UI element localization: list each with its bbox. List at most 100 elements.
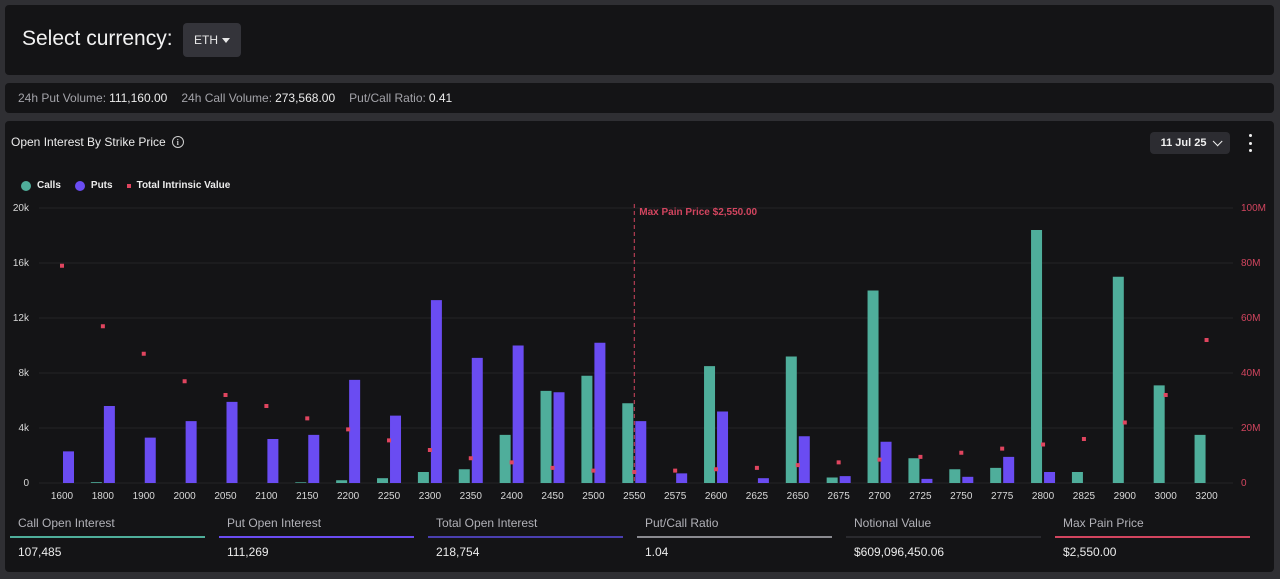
call-bar (1194, 434, 1206, 483)
call-bar (1153, 385, 1165, 483)
call-bar (1071, 472, 1083, 483)
currency-dropdown[interactable]: ETH (183, 23, 241, 57)
call-bar (990, 467, 1002, 483)
put-bar (430, 300, 442, 483)
summary-call-open-interest: Call Open Interest 107,485 (10, 516, 205, 559)
summary-notional-value: Notional Value $609,096,450.06 (846, 516, 1041, 559)
put-bar (63, 451, 74, 483)
put-bar (267, 439, 279, 483)
legend-intrinsic[interactable]: Total Intrinsic Value (126, 180, 230, 191)
call-bar (1031, 230, 1043, 483)
x-tick-label: 2625 (746, 491, 769, 502)
legend-calls[interactable]: Calls (21, 180, 61, 191)
currency-value: ETH (194, 33, 218, 47)
legend-puts[interactable]: Puts (74, 180, 113, 191)
put-bar (390, 415, 402, 483)
put-bar (103, 406, 115, 483)
x-tick-label: 2500 (582, 491, 605, 502)
put-bar (757, 478, 769, 483)
intrinsic-point (427, 448, 432, 452)
call-bar (417, 472, 429, 483)
intrinsic-point (591, 468, 596, 473)
x-tick-label: 2400 (501, 491, 524, 502)
intrinsic-point (877, 457, 882, 462)
x-tick-label: 2700 (868, 491, 891, 502)
call-bar (295, 482, 307, 483)
call-bar (336, 480, 348, 483)
call-bar (622, 403, 634, 483)
put-call-ratio-stat: Put/Call Ratio: 0.41 (349, 91, 453, 105)
open-interest-chart: 0 4k 8k 12k 16k 20k 0 20M 40M 60M 80M 100M 1600 1800 1… (13, 203, 1266, 502)
summary-put-call-ratio: Put/Call Ratio 1.04 (637, 516, 832, 559)
intrinsic-point (100, 324, 105, 329)
put-bar (1003, 456, 1015, 483)
intrinsic-point (1163, 393, 1168, 397)
intrinsic-point (673, 468, 678, 473)
intrinsic-point (918, 454, 923, 459)
intrinsic-point (795, 463, 800, 468)
summary-underline (219, 536, 414, 538)
put-bar (512, 345, 524, 483)
intrinsic-point (1122, 420, 1127, 425)
y-tick-label-left: 8k (18, 368, 30, 379)
put-bar (1044, 472, 1056, 483)
x-tick-label: 2200 (337, 491, 360, 502)
y-tick-label-left: 4k (18, 423, 30, 434)
intrinsic-point (509, 460, 514, 465)
summary-total-open-interest: Total Open Interest 218,754 (428, 516, 623, 559)
x-tick-label: 3200 (1195, 491, 1218, 502)
intrinsic-point (714, 467, 719, 472)
intrinsic-point (1041, 442, 1046, 447)
volume-stats-bar: 24h Put Volume: 111,160.00 24h Call Volum… (5, 83, 1274, 113)
intrinsic-point (550, 465, 555, 470)
call-bar (90, 482, 102, 483)
currency-header-panel: Select currency: ETH (5, 5, 1274, 75)
x-tick-label: 1800 (92, 491, 115, 502)
x-tick-label: 2300 (419, 491, 442, 502)
x-tick-label: 1600 (51, 491, 74, 502)
put-bar (144, 437, 156, 483)
call-bar (1112, 276, 1124, 483)
put-bar (676, 473, 688, 483)
more-options-icon[interactable] (1245, 134, 1255, 152)
put-bar (921, 478, 933, 483)
info-icon[interactable]: i (171, 136, 184, 148)
intrinsic-point (387, 438, 392, 443)
y-tick-label-right: 100M (1241, 203, 1266, 214)
x-tick-label: 2550 (623, 491, 646, 502)
call-bar (377, 478, 389, 483)
put-bar (594, 342, 606, 483)
x-tick-label: 2100 (255, 491, 278, 502)
x-tick-label: 2825 (1073, 491, 1096, 502)
x-tick-label: 1900 (133, 491, 156, 502)
call-volume-stat: 24h Call Volume: 273,568.00 (181, 91, 336, 105)
intrinsic-point (264, 404, 269, 408)
x-tick-label: 2650 (787, 491, 810, 502)
put-bar (553, 392, 565, 483)
y-tick-label-right: 20M (1241, 423, 1260, 434)
expiry-date-dropdown[interactable]: 11 Jul 25 (1150, 132, 1230, 154)
x-tick-label: 2250 (378, 491, 401, 502)
intrinsic-point (959, 450, 964, 455)
call-bar (499, 434, 511, 483)
call-bar (540, 390, 552, 483)
call-bar (867, 290, 879, 483)
caret-down-icon (222, 37, 230, 43)
x-tick-label: 2725 (909, 491, 932, 502)
y-tick-label-right: 60M (1241, 313, 1260, 324)
y-tick-label-left: 0 (23, 478, 29, 489)
summary-underline (428, 536, 623, 538)
intrinsic-point (60, 263, 64, 268)
call-bar (826, 477, 838, 483)
intrinsic-point (754, 465, 759, 470)
put-bar (349, 379, 361, 483)
call-bar (581, 375, 593, 483)
put-volume-stat: 24h Put Volume: 111,160.00 (18, 91, 168, 105)
x-tick-label: 2675 (828, 491, 851, 502)
summary-put-open-interest: Put Open Interest 111,269 (219, 516, 414, 559)
puts-dot-icon (74, 180, 85, 191)
chart-title: Open Interest By Strike Price i (11, 135, 184, 149)
y-tick-label-right: 80M (1241, 258, 1260, 269)
x-tick-label: 2150 (296, 491, 319, 502)
intrinsic-point (141, 351, 146, 356)
